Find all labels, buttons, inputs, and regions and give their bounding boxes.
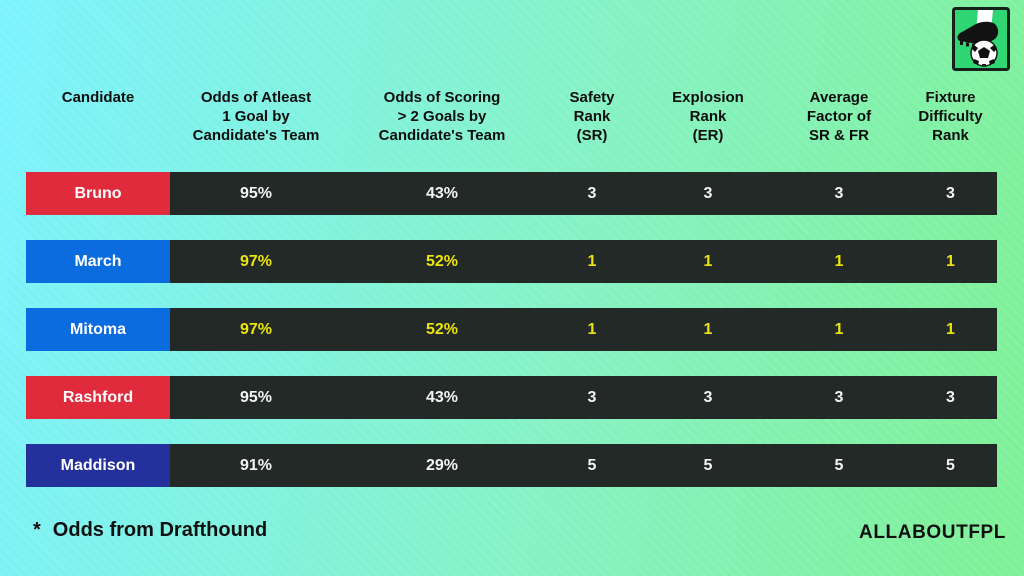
average-factor-value: 1 — [834, 252, 844, 270]
odds-2-goals-value: 29% — [425, 456, 459, 474]
odds-2-goals-value: 52% — [425, 252, 459, 270]
table-row: March 97% 52% 1 1 1 1 — [26, 240, 997, 283]
safety-rank-value: 1 — [587, 320, 597, 338]
safety-rank-value: 5 — [587, 456, 597, 474]
odds-source-text: Odds from Drafthound — [52, 519, 268, 541]
explosion-rank-value: 5 — [703, 456, 713, 474]
explosion-rank-value: 1 — [703, 252, 713, 270]
header-odds-1-goal: Odds of Atleast 1 Goal by Candidate's Te… — [192, 89, 320, 144]
candidate-label: Maddison — [26, 444, 170, 487]
table-row: Bruno 95% 43% 3 3 3 3 — [26, 172, 997, 215]
table-row: Rashford 95% 43% 3 3 3 3 — [26, 376, 997, 419]
explosion-rank-value: 3 — [703, 388, 713, 406]
odds-1-goal-value: 95% — [239, 388, 273, 406]
fixture-difficulty-value: 1 — [946, 252, 955, 270]
safety-rank-value: 1 — [587, 252, 597, 270]
average-factor-value: 1 — [834, 320, 844, 338]
header-odds-2-goals: Odds of Scoring > 2 Goals by Candidate's… — [378, 89, 506, 144]
candidate-label: Rashford — [26, 376, 170, 419]
explosion-rank-value: 1 — [703, 320, 713, 338]
safety-rank-value: 3 — [587, 388, 597, 406]
fixture-difficulty-value: 3 — [946, 388, 955, 406]
odds-1-goal-value: 95% — [239, 184, 273, 202]
asterisk: * — [33, 519, 41, 541]
boot-on-ball-logo-icon — [952, 7, 1010, 71]
table-row: Mitoma 97% 52% 1 1 1 1 — [26, 308, 997, 351]
average-factor-value: 3 — [834, 184, 844, 202]
table-row: Maddison 91% 29% 5 5 5 5 — [26, 444, 997, 487]
odds-2-goals-value: 52% — [425, 320, 459, 338]
odds-2-goals-value: 43% — [425, 388, 459, 406]
fixture-difficulty-value: 1 — [946, 320, 955, 338]
fixture-difficulty-value: 5 — [946, 456, 955, 474]
header-average-factor: Average Factor of SR & FR — [806, 89, 872, 144]
candidate-label: Mitoma — [26, 308, 170, 351]
header-fixture-difficulty: Fixture Difficulty Rank — [918, 89, 983, 144]
candidate-label: Bruno — [26, 172, 170, 215]
table-body: Bruno 95% 43% 3 3 3 3 March 97% 52% 1 1 … — [26, 172, 997, 512]
odds-source-note: * Odds from Drafthound — [33, 519, 267, 542]
header-candidate: Candidate — [61, 89, 135, 106]
odds-1-goal-value: 97% — [239, 252, 273, 270]
odds-1-goal-value: 91% — [239, 456, 273, 474]
explosion-rank-value: 3 — [703, 184, 713, 202]
header-explosion-rank: Explosion Rank (ER) — [672, 89, 744, 144]
brand-wordmark: ALLABOUTFPL — [859, 522, 1006, 543]
safety-rank-value: 3 — [587, 184, 597, 202]
header-safety-rank: Safety Rank (SR) — [569, 89, 615, 144]
fixture-difficulty-value: 3 — [946, 184, 955, 202]
candidate-label: March — [26, 240, 170, 283]
average-factor-value: 5 — [834, 456, 844, 474]
odds-2-goals-value: 43% — [425, 184, 459, 202]
average-factor-value: 3 — [834, 388, 844, 406]
odds-1-goal-value: 97% — [239, 320, 273, 338]
table-header: Candidate Odds of Atleast 1 Goal by Cand… — [26, 88, 997, 145]
